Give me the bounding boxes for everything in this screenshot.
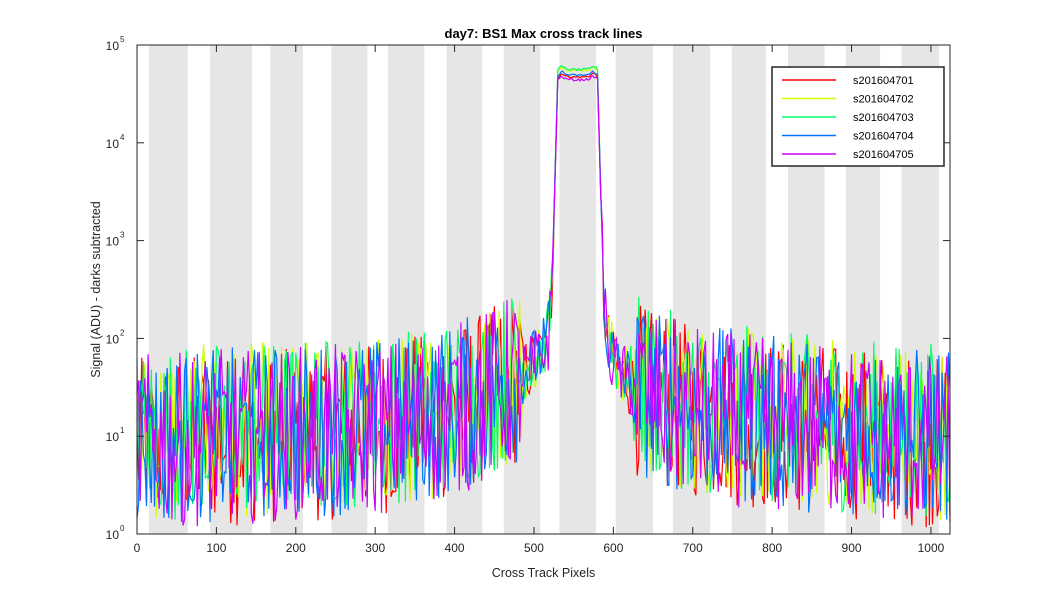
y-tick-label: 10 — [106, 39, 120, 53]
y-tick-exponent: 5 — [120, 35, 125, 44]
x-axis-label: Cross Track Pixels — [492, 566, 596, 580]
y-tick-exponent: 2 — [120, 328, 125, 337]
background-band — [559, 45, 596, 534]
x-tick-label: 0 — [134, 541, 141, 555]
y-tick-exponent: 0 — [120, 524, 125, 533]
y-tick-exponent: 1 — [120, 426, 125, 435]
legend-label: s201604705 — [853, 149, 914, 161]
x-tick-label: 800 — [762, 541, 782, 555]
x-tick-label: 500 — [524, 541, 544, 555]
x-tick-label: 1000 — [918, 541, 945, 555]
x-tick-label: 100 — [206, 541, 226, 555]
legend-label: s201604702 — [853, 94, 914, 106]
series-line-s201604705 — [136, 74, 951, 527]
y-tick-label: 10 — [106, 528, 120, 542]
plot-series — [136, 64, 951, 528]
x-tick-label: 700 — [683, 541, 703, 555]
x-axis-ticks: 0 100 200 300 400 500 600 700 800 900 1000 — [134, 45, 945, 555]
x-tick-label: 900 — [842, 541, 862, 555]
y-tick-exponent: 4 — [120, 133, 125, 142]
y-axis-label: Signal (ADU) - darks subtracted — [89, 201, 103, 378]
y-tick-exponent: 3 — [120, 231, 125, 240]
x-tick-label: 200 — [286, 541, 306, 555]
legend-label: s201604703 — [853, 112, 914, 124]
y-tick-label: 10 — [106, 235, 120, 249]
legend-label: s201604701 — [853, 75, 914, 87]
legend-label: s201604704 — [853, 131, 914, 143]
y-tick-label: 10 — [106, 137, 120, 151]
background-band — [503, 45, 541, 534]
x-tick-label: 300 — [365, 541, 385, 555]
y-tick-label: 10 — [106, 430, 120, 444]
x-tick-label: 600 — [603, 541, 623, 555]
axes-box — [136, 44, 951, 535]
y-tick-label: 10 — [106, 332, 120, 346]
x-tick-label: 400 — [445, 541, 465, 555]
chart-title: day7: BS1 Max cross track lines — [445, 26, 643, 41]
legend: s201604701 s201604702 s201604703 s201604704… — [771, 66, 945, 167]
